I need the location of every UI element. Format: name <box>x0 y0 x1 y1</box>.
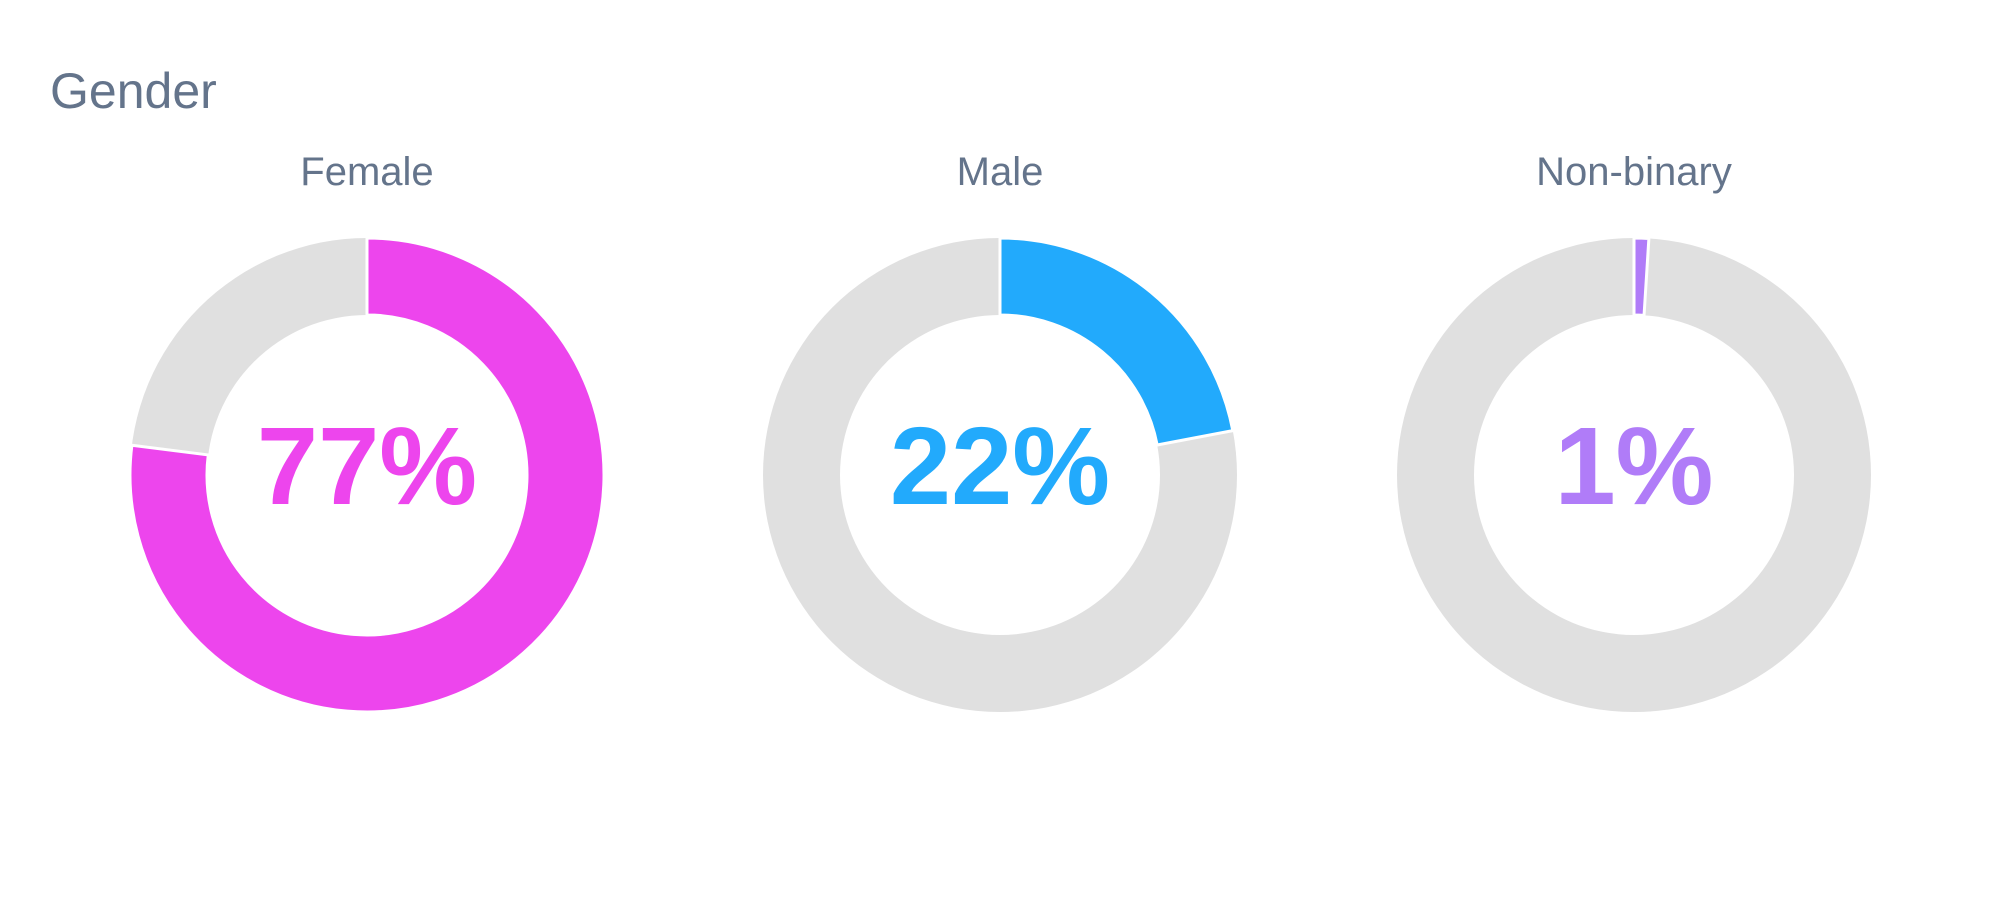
donut-chart-svg: 1% <box>1397 236 1871 712</box>
donut-value-arc <box>128 236 606 714</box>
donut-male: Male 22% <box>740 140 1260 740</box>
donut-non-binary: Non-binary 1% <box>1374 140 1894 740</box>
donut-title: Male <box>956 150 1044 194</box>
donut-value-label: 77% <box>257 405 477 528</box>
donut-track <box>1397 238 1871 712</box>
donut-chart-svg: 22% <box>763 236 1237 712</box>
donut-value-label: 1% <box>1555 405 1714 528</box>
donut-value-label: 22% <box>890 405 1110 528</box>
donut-value-arc <box>998 236 1235 447</box>
donut-chart-svg: 77% <box>128 236 606 714</box>
donut-title: Non-binary <box>1536 150 1732 194</box>
donut-title: Female <box>300 150 434 194</box>
section-title: Gender <box>50 63 217 119</box>
donut-value-arc <box>1632 236 1651 317</box>
donut-female: Female 77% <box>107 140 627 740</box>
